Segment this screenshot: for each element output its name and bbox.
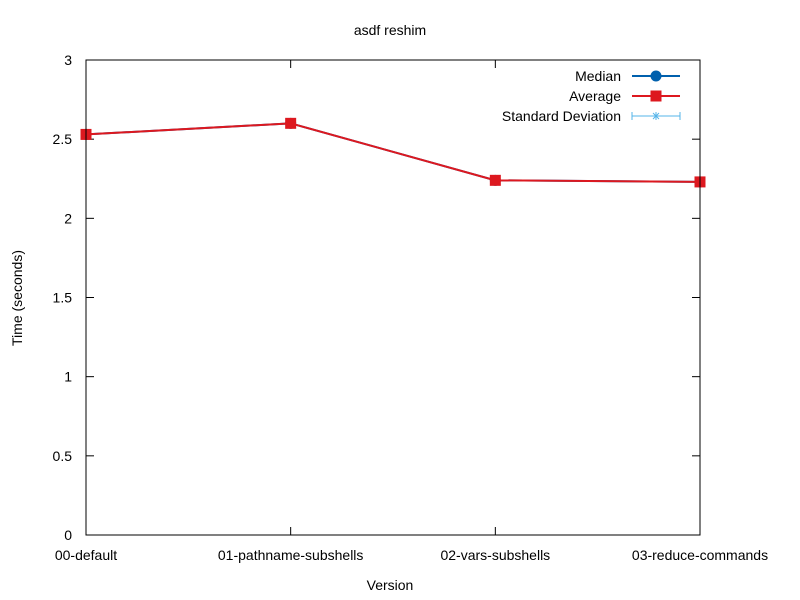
x-axis: 00-default 01-pathname-subshells 02-vars-s… [55,60,768,563]
plot-frame [85,59,701,536]
x-tick-label: 01-pathname-subshells [218,547,364,563]
chart-title: asdf reshim [354,22,426,38]
legend-marker-standard-deviation [652,112,660,120]
legend-label-median: Median [575,68,621,84]
y-axis: 0 0.5 1 1.5 2 2.5 3 [53,52,700,543]
data-point-average [285,117,297,129]
y-tick-label: 0.5 [53,448,73,464]
y-tick-label: 0 [64,527,72,543]
plot-series [80,117,706,188]
legend-marker-average [650,90,662,102]
data-point-average [489,174,501,186]
series-average [80,117,706,188]
x-tick-label: 02-vars-subshells [440,547,550,563]
legend: Median Average Standard Deviation [502,68,681,124]
y-tick-label: 1.5 [53,290,73,306]
y-tick-label: 2.5 [53,131,73,147]
legend-marker-median [650,70,662,82]
x-tick-label: 03-reduce-commands [632,547,768,563]
y-tick-label: 1 [64,369,72,385]
y-tick-label: 3 [64,52,72,68]
x-axis-label: Version [367,577,414,593]
series-line-average [85,122,701,183]
y-axis-label: Time (seconds) [9,250,25,346]
legend-label-average: Average [569,88,621,104]
legend-label-standard-deviation: Standard Deviation [502,108,621,124]
y-tick-label: 2 [64,210,72,226]
x-tick-label: 00-default [55,547,117,563]
